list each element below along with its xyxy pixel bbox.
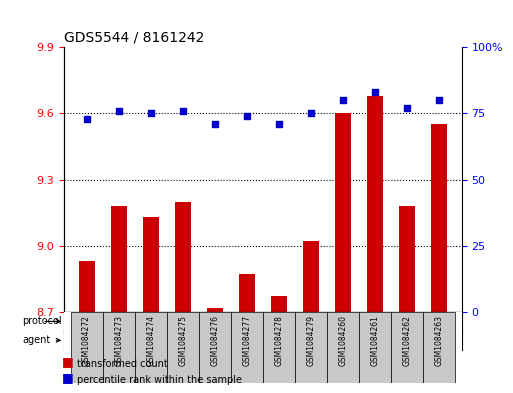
Bar [303,241,319,312]
Bar [367,96,383,312]
Bar [78,261,94,312]
FancyBboxPatch shape [327,312,359,383]
Bar [239,274,255,312]
FancyBboxPatch shape [70,312,103,383]
Point [307,110,315,116]
Text: control: control [372,335,410,345]
FancyBboxPatch shape [103,312,134,383]
Bar [143,217,159,312]
FancyBboxPatch shape [199,312,231,383]
Text: GSM1084272: GSM1084272 [82,316,91,366]
Text: ■: ■ [62,356,73,369]
Bar [271,296,287,312]
Text: stimulated: stimulated [169,316,229,327]
Text: GSM1084260: GSM1084260 [339,316,348,367]
FancyBboxPatch shape [391,312,423,383]
Bar [207,308,223,312]
Text: GSM1084274: GSM1084274 [146,316,155,367]
Text: percentile rank within the sample: percentile rank within the sample [77,375,242,385]
FancyBboxPatch shape [70,331,199,350]
Text: transformed count: transformed count [77,360,168,369]
Bar [111,206,127,312]
Point [211,121,219,127]
Text: GDS5544 / 8161242: GDS5544 / 8161242 [64,31,205,44]
Point [243,113,251,119]
Text: GSM1084273: GSM1084273 [114,316,123,367]
Point [403,105,411,111]
Bar [431,125,447,312]
Text: GSM1084262: GSM1084262 [403,316,412,366]
FancyBboxPatch shape [134,312,167,383]
Point [435,97,443,103]
Point [275,121,283,127]
Text: GSM1084275: GSM1084275 [178,316,187,367]
FancyBboxPatch shape [263,312,295,383]
Point [83,116,91,122]
Text: GSM1084277: GSM1084277 [242,316,251,367]
Text: protocol: protocol [23,316,62,327]
FancyBboxPatch shape [359,312,391,383]
Text: GSM1084276: GSM1084276 [210,316,220,367]
Point [147,110,155,116]
Bar [335,113,351,312]
FancyBboxPatch shape [295,312,327,383]
Text: edelfosine: edelfosine [234,335,292,345]
FancyBboxPatch shape [167,312,199,383]
Text: GSM1084263: GSM1084263 [435,316,444,367]
Text: control: control [115,335,154,345]
Point [179,108,187,114]
FancyBboxPatch shape [327,312,456,331]
Text: GSM1084279: GSM1084279 [306,316,315,367]
Bar [399,206,415,312]
Text: unstimulated: unstimulated [354,316,428,327]
FancyBboxPatch shape [70,312,327,331]
Point [114,108,123,114]
Text: GSM1084261: GSM1084261 [370,316,380,366]
Text: agent: agent [23,335,60,345]
FancyBboxPatch shape [423,312,456,383]
Point [339,97,347,103]
FancyBboxPatch shape [199,331,327,350]
Bar [175,202,191,312]
FancyBboxPatch shape [231,312,263,383]
Text: GSM1084278: GSM1084278 [274,316,284,366]
FancyBboxPatch shape [327,331,456,350]
Text: ■: ■ [62,371,73,384]
Point [371,89,379,95]
